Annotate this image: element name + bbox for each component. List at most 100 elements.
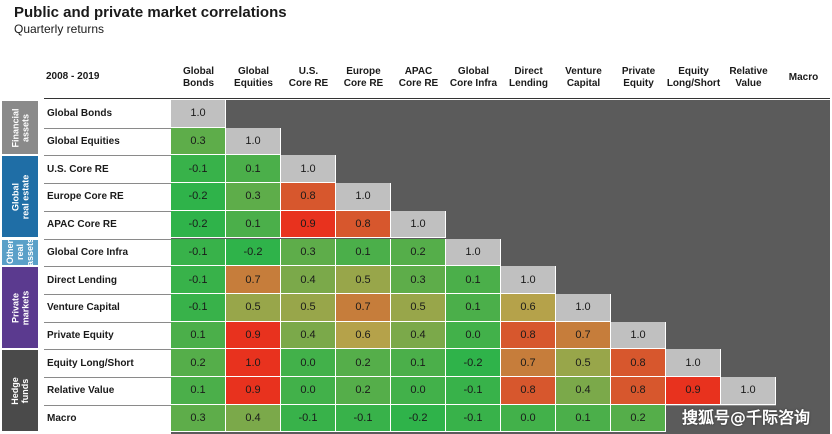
heatmap-cell: 0.5 [391, 293, 446, 322]
column-header: Macro [776, 58, 831, 98]
row-divider [44, 155, 281, 157]
column-header-line: Equity [623, 78, 654, 89]
group-band: Other real assets [2, 239, 38, 266]
heatmap-cell: 0.0 [391, 377, 446, 405]
column-header: Global Equities [226, 58, 281, 98]
chart-title: Public and private market correlations [14, 4, 287, 21]
column-header-line: Private [621, 66, 656, 77]
group-band: Financial assets [2, 101, 38, 155]
heatmap-cell: 0.0 [281, 377, 336, 405]
row-label: Direct Lending [44, 266, 171, 294]
row-label: Europe Core RE [44, 183, 171, 211]
heatmap-cell: 0.4 [226, 404, 281, 433]
heatmap-cell: 0.2 [336, 349, 391, 377]
heatmap-cell: -0.1 [171, 293, 226, 322]
column-header-line: Global [182, 66, 215, 77]
heatmap-cell: -0.2 [171, 210, 226, 239]
heatmap-cell: 0.7 [336, 293, 391, 322]
row-label: Venture Capital [44, 293, 171, 322]
heatmap-cell: 0.2 [171, 349, 226, 377]
heatmap-cell: 1.0 [666, 349, 721, 377]
row-label: Private Equity [44, 321, 171, 350]
heatmap-cell: 0.1 [171, 321, 226, 350]
heatmap-cell: 0.1 [226, 210, 281, 239]
group-band: Private markets [2, 267, 38, 349]
heatmap-cell: -0.1 [446, 404, 501, 433]
heatmap-cell: 1.0 [336, 183, 391, 211]
heatmap-cell: 0.2 [391, 238, 446, 267]
watermark: 搜狐号@千际咨询 [682, 408, 811, 427]
heatmap-cell: 0.4 [281, 266, 336, 294]
group-label-line: Private [10, 292, 20, 323]
heatmap-cell: 0.9 [281, 210, 336, 239]
column-header-line: Core RE [398, 78, 439, 89]
row-label: Macro [44, 404, 171, 433]
heatmap-cell: 0.5 [281, 293, 336, 322]
row-label: Global Equities [44, 127, 171, 156]
column-header-line: Core RE [343, 78, 384, 89]
heatmap-cell: -0.1 [171, 266, 226, 294]
heatmap-cell: 0.3 [171, 127, 226, 156]
heatmap-cell: 0.4 [556, 377, 611, 405]
heatmap-cell: 1.0 [391, 210, 446, 239]
column-header: U.S. Core RE [281, 58, 336, 98]
column-header-line: Europe [346, 66, 381, 77]
heatmap-cell: 0.6 [336, 321, 391, 350]
heatmap-cell: -0.2 [171, 183, 226, 211]
heatmap-cell: 0.2 [611, 404, 666, 433]
row-label: Equity Long/Short [44, 349, 171, 377]
heatmap-cell: 1.0 [226, 127, 281, 156]
heatmap-cell: -0.1 [336, 404, 391, 433]
group-label-line: Other [5, 240, 15, 265]
group-label-line: funds [19, 378, 30, 404]
group-label: Global real estate [10, 175, 30, 220]
column-header-line: Venture [565, 66, 602, 77]
heatmap-cell: -0.1 [171, 238, 226, 267]
heatmap-cell: 0.1 [446, 293, 501, 322]
column-header-line: Core Infra [449, 78, 498, 89]
heatmap-cell: 1.0 [226, 349, 281, 377]
heatmap-cell: 0.9 [226, 377, 281, 405]
heatmap-cell: -0.1 [446, 377, 501, 405]
row-label: Relative Value [44, 377, 171, 405]
heatmap-cell: -0.1 [171, 155, 226, 184]
group-label-line: Hedge [9, 377, 20, 405]
column-header: Equity Long/Short [666, 58, 721, 98]
heatmap-cell: 1.0 [171, 100, 226, 128]
column-header: Global Core Infra [446, 58, 501, 98]
period-label: 2008 - 2019 [46, 71, 100, 82]
heatmap-cell: 0.8 [611, 349, 666, 377]
heatmap-cell: 1.0 [501, 266, 556, 294]
heatmap-cell: 0.1 [556, 404, 611, 433]
heatmap-cell: -0.2 [446, 349, 501, 377]
heatmap-cell: 0.7 [556, 321, 611, 350]
heatmap-cell: 0.3 [391, 266, 446, 294]
column-header-line: Lending [509, 78, 548, 89]
column-header-line: Global [457, 66, 490, 77]
heatmap-cell: 0.6 [501, 293, 556, 322]
heatmap-cell: 0.5 [556, 349, 611, 377]
group-label-line: assets [20, 113, 31, 142]
heatmap-cell: 1.0 [721, 377, 776, 405]
heatmap-cell: 0.1 [171, 377, 226, 405]
heatmap-cell: -0.2 [226, 238, 281, 267]
group-label: Hedge funds [10, 377, 30, 405]
group-label: Financial assets [10, 108, 30, 147]
heatmap-cell: 0.7 [226, 266, 281, 294]
column-header-line: U.S. [298, 66, 319, 77]
heatmap-cell: 0.8 [336, 210, 391, 239]
heatmap-cell: -0.2 [391, 404, 446, 433]
group-band: Global real estate [2, 156, 38, 238]
row-label: Global Core Infra [44, 238, 171, 267]
chart-subtitle: Quarterly returns [14, 22, 105, 36]
group-label: Other real assets [5, 240, 35, 266]
group-label-line: real estate [20, 174, 30, 220]
group-label-line: Financial [10, 108, 21, 148]
column-header-line: Equities [234, 78, 273, 89]
row-label: U.S. Core RE [44, 155, 171, 184]
heatmap-cell: 0.5 [336, 266, 391, 294]
column-header-line: Relative [729, 66, 768, 77]
column-header: Relative Value [721, 58, 776, 98]
column-header-line: Global [237, 66, 270, 77]
heatmap-cell: 1.0 [281, 155, 336, 184]
